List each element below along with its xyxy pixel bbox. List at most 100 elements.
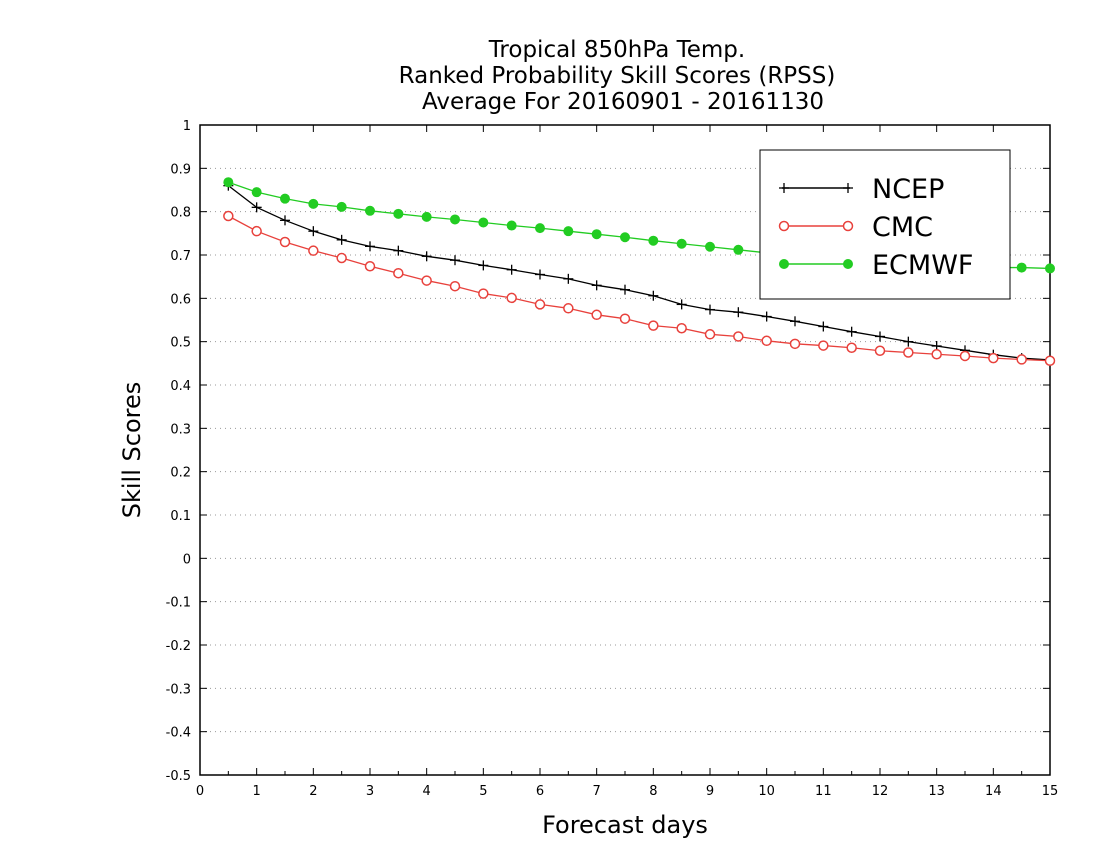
data-point-ncep	[280, 215, 290, 226]
data-point-ncep	[705, 304, 715, 315]
data-point-ncep	[393, 245, 404, 256]
data-point-ncep	[336, 234, 347, 245]
x-tick-label: 0	[196, 784, 204, 799]
data-point-cmc	[336, 252, 347, 264]
legend-item-ncep: NCEP	[779, 174, 944, 205]
legend-marker	[778, 220, 790, 232]
title-line-3: Average For 20160901 - 20161130	[422, 89, 824, 115]
data-point-cmc	[931, 348, 942, 360]
x-tick-label: 14	[985, 784, 1002, 799]
data-point-ncep	[620, 284, 630, 295]
axis-ticks	[199, 124, 1051, 776]
y-tick-label: 0.8	[170, 206, 191, 221]
legend: NCEP CMC ECMWF	[759, 149, 1011, 300]
data-point-ncep	[790, 316, 800, 327]
y-tick-label: 1	[183, 119, 191, 134]
y-tick-label: 0.7	[170, 249, 191, 264]
data-point-cmc	[449, 280, 461, 292]
y-tick-label: -0.4	[166, 726, 191, 741]
legend-marker	[843, 259, 853, 269]
title-line-1: Tropical 850hPa Temp.	[488, 37, 745, 63]
x-tick-label: 7	[593, 784, 601, 799]
data-point-cmc	[364, 261, 376, 272]
y-tick-label: 0.4	[170, 379, 191, 394]
data-point-cmc	[789, 338, 801, 350]
x-tick-label: 5	[479, 784, 487, 799]
data-point-ncep	[563, 273, 574, 284]
legend-marker	[842, 220, 854, 232]
data-point-ecmwf	[365, 205, 375, 216]
x-tick-label: 12	[872, 784, 889, 799]
data-point-ncep	[846, 326, 857, 337]
data-point-ecmwf	[620, 232, 630, 243]
data-point-cmc	[648, 320, 659, 331]
data-point-ncep	[535, 269, 545, 280]
x-tick-label: 13	[928, 784, 945, 799]
data-point-cmc	[846, 342, 857, 353]
data-point-ecmwf	[450, 214, 460, 225]
data-point-cmc	[279, 236, 291, 248]
x-tick-label: 8	[649, 784, 657, 799]
y-axis-title: Skill Scores	[118, 382, 146, 519]
y-tick-label: -0.3	[166, 682, 191, 697]
data-point-cmc	[619, 313, 631, 324]
legend-item-ecmwf: ECMWF	[779, 250, 973, 281]
x-axis-title: Forecast days	[542, 811, 708, 839]
data-point-ecmwf	[308, 198, 319, 209]
data-point-ncep	[591, 280, 602, 291]
y-tick-label: 0.2	[170, 466, 191, 481]
data-point-ecmwf	[591, 229, 602, 240]
x-tick-label: 11	[815, 784, 832, 799]
x-tick-labels: 0 1 2 3 4 5 6 7 8 9 10 11 12 13 14 15	[196, 784, 1058, 799]
data-point-cmc	[1044, 355, 1056, 366]
data-point-ecmwf	[733, 244, 744, 255]
y-tick-label: -0.1	[166, 596, 191, 611]
data-point-ecmwf	[336, 201, 347, 212]
legend-marker	[843, 183, 853, 193]
data-point-ecmwf	[393, 208, 404, 219]
data-point-ecmwf	[648, 235, 659, 246]
series-line-ncep	[227, 185, 1051, 361]
data-point-ncep	[251, 202, 262, 213]
data-point-ncep	[648, 290, 659, 301]
legend-box	[759, 149, 1011, 300]
data-point-cmc	[563, 303, 574, 314]
y-tick-labels: 1 0.9 0.8 0.7 0.6 0.5 0.4 0.3 0.2 0.1 0 -0.1 -0.2 -0.…	[166, 119, 191, 784]
x-tick-label: 3	[366, 784, 374, 799]
x-tick-label: 1	[253, 784, 261, 799]
y-tick-label: -0.5	[166, 769, 191, 784]
data-point-cmc	[393, 267, 404, 279]
x-tick-label: 4	[423, 784, 431, 799]
data-point-ncep	[818, 321, 829, 332]
data-point-cmc	[874, 345, 886, 357]
data-point-cmc	[506, 292, 517, 304]
gridlines	[200, 167, 1050, 733]
data-point-ncep	[733, 307, 744, 318]
data-point-ecmwf	[1045, 263, 1055, 274]
data-point-cmc	[733, 331, 744, 342]
data-point-cmc	[903, 347, 914, 358]
legend-label-ecmwf: ECMWF	[872, 250, 973, 281]
data-point-cmc	[676, 322, 687, 334]
data-point-ecmwf	[478, 217, 489, 228]
data-point-ecmwf	[705, 241, 715, 252]
data-point-ecmwf	[563, 226, 574, 237]
data-point-ncep	[365, 241, 375, 252]
y-tick-label: 0	[183, 552, 191, 567]
title-line-2: Ranked Probability Skill Scores (RPSS)	[399, 63, 836, 89]
data-point-ecmwf	[535, 223, 545, 234]
y-tick-label: 0.3	[170, 422, 191, 437]
x-tick-label: 2	[309, 784, 317, 799]
data-point-cmc	[308, 245, 319, 256]
legend-label-ncep: NCEP	[872, 174, 944, 205]
legend-marker	[779, 259, 789, 269]
y-tick-label: 0.9	[170, 162, 191, 177]
data-point-ecmwf	[1016, 262, 1027, 273]
legend-item-cmc: CMC	[778, 212, 933, 243]
data-point-cmc	[704, 329, 716, 340]
data-point-cmc	[1016, 354, 1027, 365]
chart-title: Tropical 850hPa Temp. Ranked Probability…	[399, 37, 836, 115]
data-point-cmc	[223, 210, 234, 222]
y-tick-label: 0.6	[170, 292, 191, 307]
